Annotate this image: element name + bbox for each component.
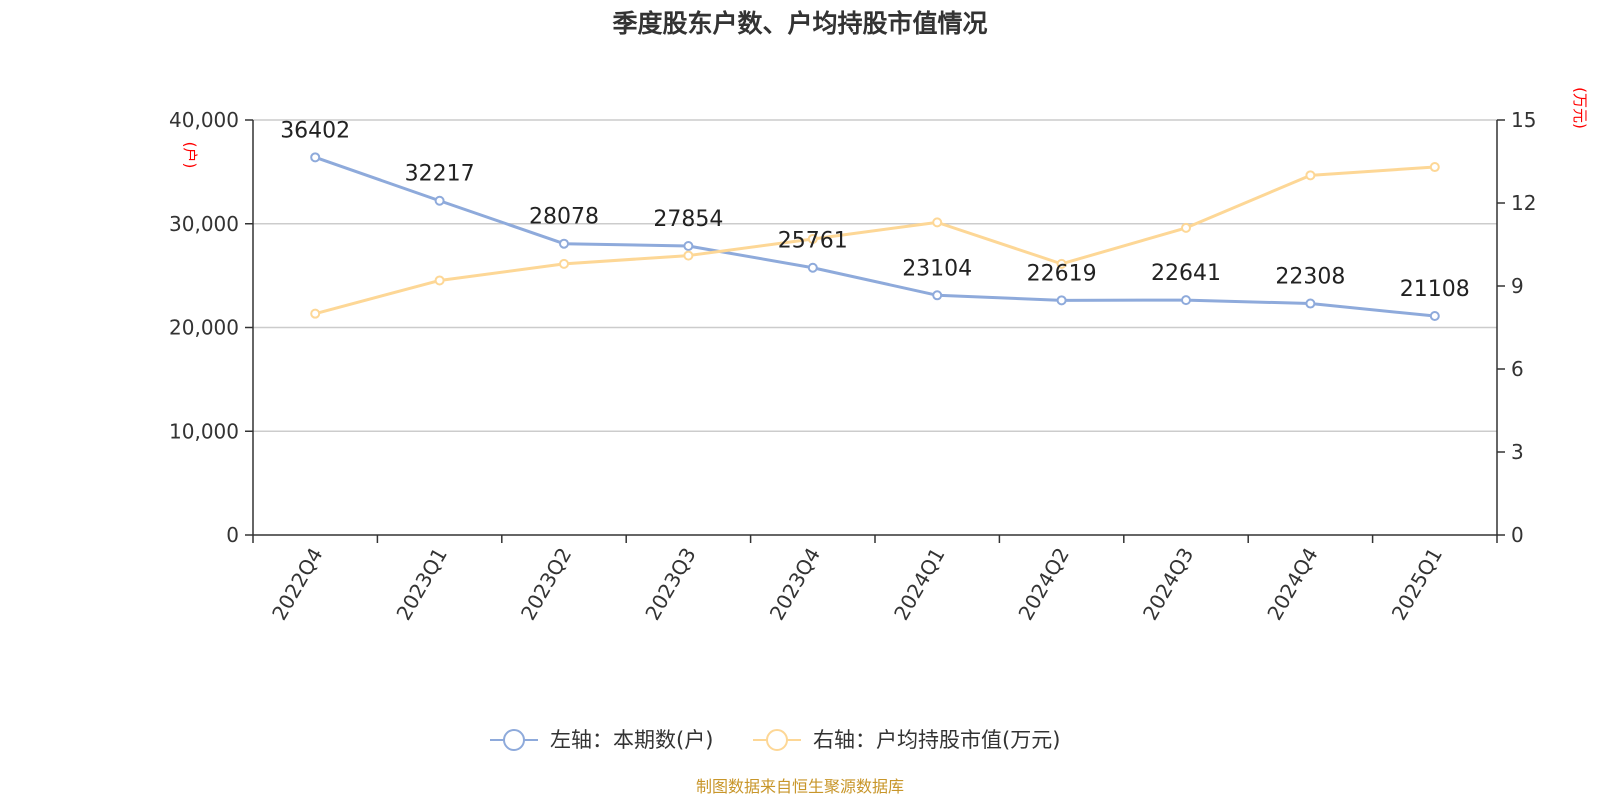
right-series-point xyxy=(807,233,818,244)
left-series-point xyxy=(559,238,569,249)
legend-left-label: 左轴：本期数(户) xyxy=(550,728,713,752)
right-series-point xyxy=(434,275,445,286)
right-tick-label: 6 xyxy=(1511,357,1524,381)
left-series-point xyxy=(1056,295,1067,306)
left-series-point xyxy=(1181,295,1191,306)
data-labels: 36402 32217 28078 27854 25761 23104 22619 22641… xyxy=(280,118,1470,302)
series-lines xyxy=(310,152,1440,322)
left-tick-label: 10,000 xyxy=(169,419,239,443)
data-label: 22308 xyxy=(1275,265,1345,290)
right-tick-label: 0 xyxy=(1511,523,1524,547)
x-tick-label: 2025Q1 xyxy=(1387,544,1447,625)
x-tick-label: 2023Q1 xyxy=(391,544,451,625)
left-series-point xyxy=(932,290,943,301)
left-tick-label: 0 xyxy=(226,523,239,547)
right-series-point xyxy=(1056,258,1067,269)
chart-title: 季度股东户数、户均持股市值情况 xyxy=(612,9,987,38)
legend-right-marker xyxy=(766,729,788,751)
x-tick-label: 2023Q4 xyxy=(765,544,825,625)
left-tick-label: 40,000 xyxy=(169,108,239,132)
data-label: 22641 xyxy=(1151,261,1221,286)
x-tick-label: 2023Q3 xyxy=(640,544,700,625)
right-tick-label: 15 xyxy=(1511,108,1536,132)
left-series-point xyxy=(1305,298,1316,309)
left-tick-label: 30,000 xyxy=(169,212,239,236)
right-series-line xyxy=(314,165,1435,316)
grid-lines xyxy=(253,119,1497,432)
right-series-point xyxy=(932,217,943,228)
data-label: 32217 xyxy=(405,162,475,187)
x-tick-label: 2023Q2 xyxy=(516,544,576,625)
x-tick-label: 2022Q4 xyxy=(267,544,327,625)
x-tick-label: 2024Q2 xyxy=(1013,544,1073,625)
right-axis-unit: (万元) xyxy=(1571,87,1589,129)
data-label: 28078 xyxy=(529,205,599,230)
left-axis-unit: (户) xyxy=(181,142,199,169)
data-label: 36402 xyxy=(280,118,350,143)
right-tick-label: 3 xyxy=(1511,440,1524,464)
legend-item-left[interactable]: 左轴：本期数(户) xyxy=(490,728,713,752)
data-label: 25761 xyxy=(778,229,848,254)
source-text: 制图数据来自恒生聚源数据库 xyxy=(696,777,904,796)
right-tick-label: 12 xyxy=(1511,191,1536,215)
right-series-point xyxy=(683,250,694,261)
right-series-point xyxy=(559,258,569,269)
data-label: 27854 xyxy=(653,207,723,232)
legend-right-label: 右轴：户均持股市值(万元) xyxy=(813,728,1060,752)
right-series-point xyxy=(1305,170,1316,181)
data-label: 23104 xyxy=(902,256,972,281)
data-label: 21108 xyxy=(1400,277,1470,302)
x-tick-label: 2024Q1 xyxy=(889,544,949,625)
right-series-point xyxy=(310,308,321,319)
left-series-point xyxy=(807,262,818,273)
left-series-line xyxy=(314,155,1435,318)
left-series-point xyxy=(1429,311,1440,322)
right-series-point xyxy=(1429,162,1440,173)
axes: 0 10,000 20,000 30,000 40,000 0 3 6 9 12 15 (户) (万元)… xyxy=(169,87,1589,624)
right-tick-label: 9 xyxy=(1511,274,1524,298)
x-tick-label: 2024Q4 xyxy=(1262,544,1322,625)
left-series-point xyxy=(310,152,321,163)
data-label: 22619 xyxy=(1027,261,1097,286)
legend: 左轴：本期数(户) 右轴：户均持股市值(万元) xyxy=(490,728,1060,752)
x-tick-label: 2024Q3 xyxy=(1138,544,1198,625)
legend-item-right[interactable]: 右轴：户均持股市值(万元) xyxy=(753,728,1060,752)
left-series-point xyxy=(683,241,694,252)
left-tick-label: 20,000 xyxy=(169,316,239,340)
legend-left-marker xyxy=(503,729,525,751)
left-series-point xyxy=(434,195,445,206)
right-series-point xyxy=(1181,222,1191,233)
